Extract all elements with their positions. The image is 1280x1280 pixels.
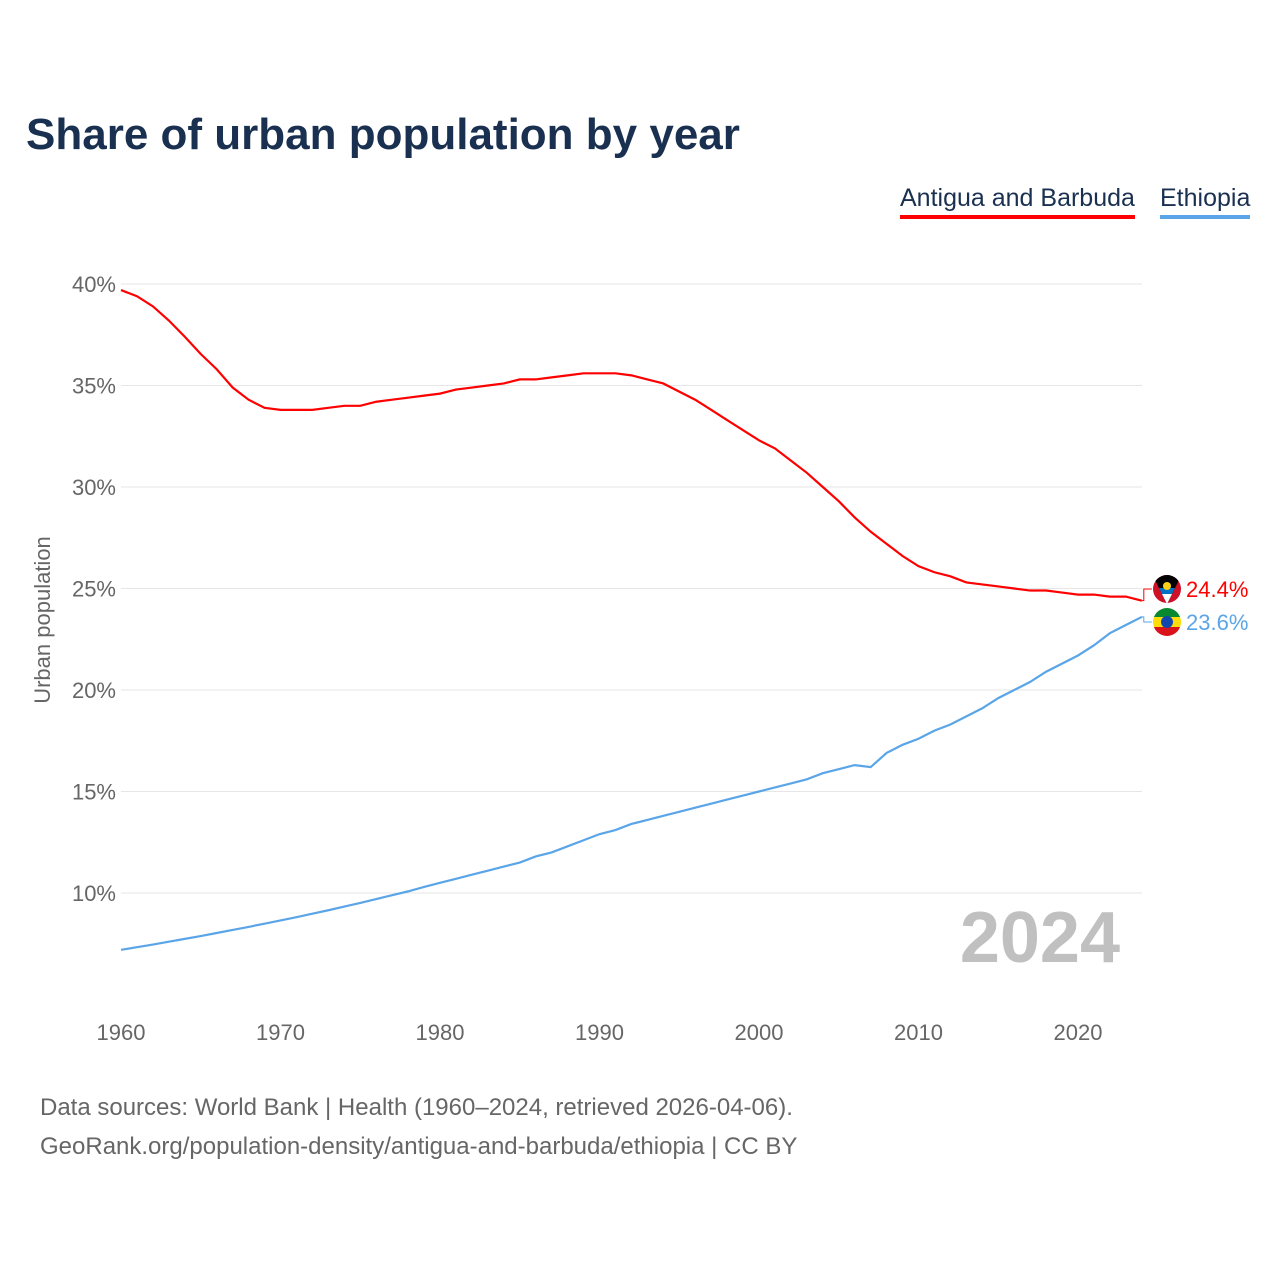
x-tick-label: 1970 [256, 1020, 305, 1045]
year-label: 2024 [960, 898, 1120, 978]
y-tick-label: 25% [72, 577, 116, 602]
source-line-1: Data sources: World Bank | Health (1960–… [40, 1094, 793, 1121]
legend-item-ethiopia[interactable]: Ethiopia [1160, 184, 1251, 219]
source-note: Data sources: World Bank | Health (1960–… [40, 1088, 797, 1166]
antigua-flag-icon [1153, 575, 1181, 603]
y-tick-label: 20% [72, 678, 116, 703]
flag [1153, 608, 1181, 636]
flag-green [1153, 608, 1181, 617]
chart-title: Share of urban population by year [26, 110, 740, 159]
series-line-ethiopia [120, 615, 1143, 951]
leader-line [1141, 616, 1152, 623]
y-tick-label: 10% [72, 881, 116, 906]
series-line-antigua [120, 289, 1143, 602]
end-value-label: 24.4% [1186, 577, 1248, 602]
ethiopia-flag-icon [1153, 608, 1181, 636]
flag-white [1162, 594, 1172, 603]
x-tick-label: 2020 [1054, 1020, 1103, 1045]
x-tick-label: 1990 [575, 1020, 624, 1045]
flag-emblem [1161, 616, 1173, 628]
flag [1153, 575, 1181, 603]
flag-red [1153, 627, 1181, 636]
source-line-2[interactable]: GeoRank.org/population-density/antigua-a… [40, 1133, 798, 1160]
y-tick-label: 40% [72, 272, 116, 297]
end-value-label: 23.6% [1186, 610, 1248, 635]
leader-line [1141, 588, 1152, 602]
flag-sun [1163, 582, 1171, 590]
y-tick-label: 30% [72, 475, 116, 500]
x-tick-label: 1980 [416, 1020, 465, 1045]
legend-item-antigua[interactable]: Antigua and Barbuda [900, 184, 1135, 219]
y-axis-label: Urban population [30, 536, 55, 704]
y-tick-label: 35% [72, 374, 116, 399]
x-tick-label: 1960 [97, 1020, 146, 1045]
y-tick-label: 15% [72, 780, 116, 805]
x-tick-label: 2010 [894, 1020, 943, 1045]
x-tick-label: 2000 [735, 1020, 784, 1045]
